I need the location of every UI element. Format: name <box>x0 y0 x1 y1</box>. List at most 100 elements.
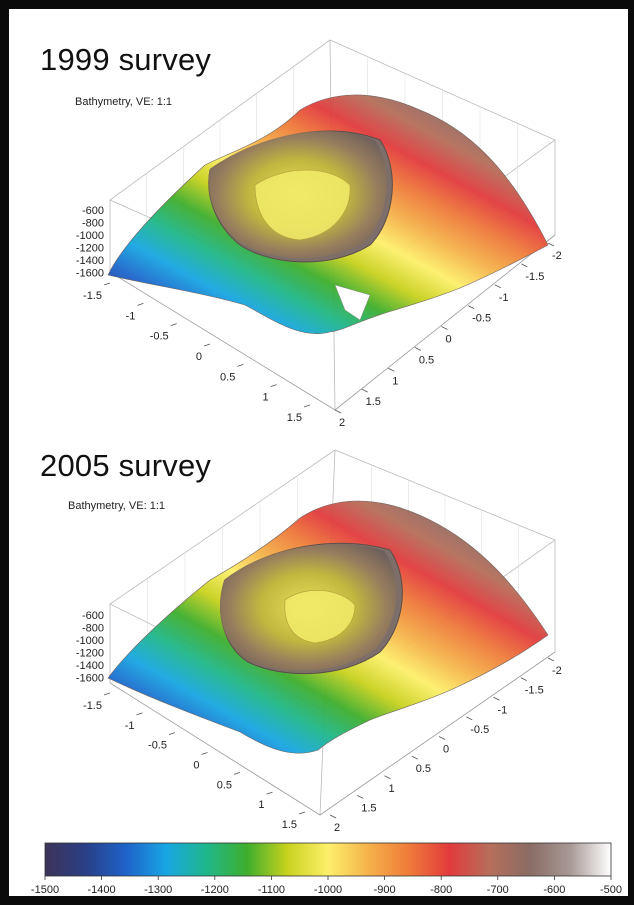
y-tick-label: -1.5 <box>525 271 544 283</box>
x-tick-label: -1 <box>125 720 135 732</box>
y-tick <box>493 696 500 701</box>
y-tick <box>467 305 475 309</box>
colorbar-tick-label: -700 <box>487 884 509 896</box>
y-tick <box>438 736 446 740</box>
z-tick-label: -600 <box>82 610 104 622</box>
colorbar-tick-label: -500 <box>600 884 622 896</box>
y-tick-label: 0 <box>443 744 449 756</box>
colorbar-tick-label: -1100 <box>258 884 285 896</box>
y-tick <box>521 263 528 268</box>
x-tick-label: 1 <box>263 392 269 404</box>
y-tick-label: -0.5 <box>472 313 491 325</box>
colorbar-tick-label: -900 <box>374 884 396 896</box>
x-tick <box>298 811 306 815</box>
y-tick-label: 2 <box>339 417 345 429</box>
y-tick <box>357 795 364 799</box>
y-tick <box>466 716 473 721</box>
panel-2005: 2005 survey Bathymetry, VE: 1:1 -600 -800… <box>0 440 634 840</box>
x-tick-label: 1.5 <box>287 412 302 424</box>
x-tick-label: -0.5 <box>150 331 169 343</box>
y-tick-label: 1.5 <box>361 802 376 814</box>
x-tick <box>303 404 311 408</box>
x-tick <box>103 692 111 696</box>
panel-title: 1999 survey <box>40 42 212 77</box>
x-tick-label: 0.5 <box>220 371 235 383</box>
z-tick-label: -800 <box>82 218 104 230</box>
x-tick-label: 0 <box>196 351 202 363</box>
x-tick <box>201 752 208 755</box>
y-tick-label: 2 <box>334 822 340 834</box>
x-tick-label: 1.5 <box>282 819 297 831</box>
colorbar-tick-label: -1300 <box>144 884 172 896</box>
x-tick <box>103 282 111 286</box>
surface-plot-2005: -600-800-1000-1200-1400-1600-1.5-1-0.500… <box>76 449 562 834</box>
z-tick-label: -1400 <box>76 255 104 267</box>
x-tick <box>270 384 277 388</box>
z-tick-label: -1000 <box>76 635 104 647</box>
y-tick <box>547 242 555 247</box>
panel-1999: 1999 survey Bathymetry, VE: 1:1 -600 -800… <box>0 0 634 440</box>
surface-plot-1999: -600-800-1000-1200-1400-1600-1.5-1-0.500… <box>76 39 562 429</box>
y-tick-label: 0.5 <box>416 763 431 775</box>
y-tick <box>334 409 342 414</box>
colorbar: -1500 -1400 -1300 -1200 -1100 -1000 -900 -800 -7… <box>0 835 634 905</box>
y-tick-label: -1 <box>499 292 509 304</box>
y-tick-label: 0.5 <box>419 354 434 366</box>
x-tick-label: 0 <box>193 760 199 772</box>
y-tick <box>520 677 527 681</box>
panel-subtitle: Bathymetry, VE: 1:1 <box>68 500 166 512</box>
y-tick-label: -2 <box>552 250 562 262</box>
y-tick <box>414 347 422 351</box>
x-tick-label: 1 <box>258 799 264 811</box>
x-tick-label: 0.5 <box>217 779 232 791</box>
y-tick-label: -0.5 <box>470 724 489 736</box>
colorbar-bar <box>44 842 612 877</box>
x-tick <box>266 791 273 795</box>
y-tick <box>411 755 418 760</box>
y-tick-label: -2 <box>552 665 562 677</box>
y-tick-label: -1.5 <box>525 685 544 697</box>
z-tick-label: -600 <box>82 205 104 217</box>
colorbar-tick-label: -1400 <box>88 884 116 896</box>
y-tick <box>329 814 337 819</box>
box-bottom-edge <box>109 651 556 816</box>
x-tick <box>237 363 244 367</box>
colorbar-tick-label: -600 <box>543 884 565 896</box>
z-tick-label: -1400 <box>76 660 104 672</box>
caldera-inner <box>254 169 351 241</box>
y-tick-label: 1.5 <box>366 396 381 408</box>
y-tick <box>494 284 501 289</box>
z-tick-label: -1000 <box>76 230 104 242</box>
y-tick-label: 1 <box>389 783 395 795</box>
colorbar-tick-label: -800 <box>430 884 452 896</box>
z-tick-label: -1200 <box>76 243 104 255</box>
y-tick <box>361 388 368 393</box>
y-tick <box>388 367 395 372</box>
colorbar-tick-label: -1500 <box>31 884 59 896</box>
panel-subtitle: Bathymetry, VE: 1:1 <box>75 96 173 108</box>
y-tick-label: 0 <box>446 334 452 346</box>
surface-gap <box>334 284 371 321</box>
colorbar-tick-label: -1000 <box>314 884 342 896</box>
y-tick-label: 1 <box>392 375 398 387</box>
x-tick <box>203 343 211 347</box>
x-tick <box>168 732 176 736</box>
x-tick <box>137 302 144 306</box>
z-tick-label: -1600 <box>76 268 104 280</box>
x-tick-label: -1 <box>126 310 136 322</box>
colorbar-tick-label: -1200 <box>201 884 229 896</box>
x-tick-label: -0.5 <box>148 740 167 752</box>
colorbar-svg: -1500 -1400 -1300 -1200 -1100 -1000 -900 -800 -7… <box>31 842 622 896</box>
x-tick <box>170 323 177 327</box>
y-tick <box>547 657 555 662</box>
y-tick <box>441 326 448 330</box>
x-tick-label: -1.5 <box>83 290 102 302</box>
x-tick <box>136 712 143 716</box>
z-tick-label: -1600 <box>76 673 104 685</box>
z-tick-label: -1200 <box>76 648 104 660</box>
x-tick-label: -1.5 <box>83 700 102 712</box>
x-tick <box>233 771 241 775</box>
panel-title: 2005 survey <box>40 448 212 483</box>
y-tick <box>384 775 391 780</box>
y-tick-label: -1 <box>498 704 508 716</box>
